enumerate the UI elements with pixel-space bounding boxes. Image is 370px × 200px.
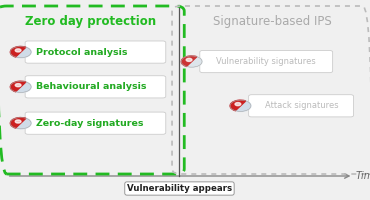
Text: Zero-day signatures: Zero-day signatures [36, 119, 143, 128]
Text: Vulnerability appears: Vulnerability appears [127, 184, 232, 193]
Wedge shape [230, 100, 246, 111]
Circle shape [10, 118, 31, 129]
Text: Signature-based IPS: Signature-based IPS [213, 16, 331, 28]
Text: Attack signatures: Attack signatures [265, 101, 338, 110]
Circle shape [10, 81, 31, 92]
Text: Behavioural analysis: Behavioural analysis [36, 82, 146, 91]
FancyBboxPatch shape [200, 50, 333, 73]
Circle shape [230, 100, 251, 111]
Wedge shape [181, 56, 197, 66]
Wedge shape [10, 46, 26, 57]
Circle shape [15, 120, 21, 123]
Circle shape [10, 46, 31, 58]
FancyBboxPatch shape [25, 76, 166, 98]
Text: Protocol analysis: Protocol analysis [36, 48, 127, 57]
Circle shape [15, 49, 21, 52]
FancyBboxPatch shape [249, 95, 354, 117]
Circle shape [181, 56, 202, 67]
Text: Vulnerability signatures: Vulnerability signatures [216, 57, 316, 66]
Text: Zero day protection: Zero day protection [25, 16, 157, 28]
Circle shape [235, 103, 241, 106]
Wedge shape [10, 118, 26, 128]
FancyBboxPatch shape [25, 41, 166, 63]
Circle shape [186, 58, 192, 61]
Text: Time: Time [355, 171, 370, 181]
FancyBboxPatch shape [25, 112, 166, 134]
Circle shape [15, 84, 21, 87]
Wedge shape [10, 81, 26, 92]
